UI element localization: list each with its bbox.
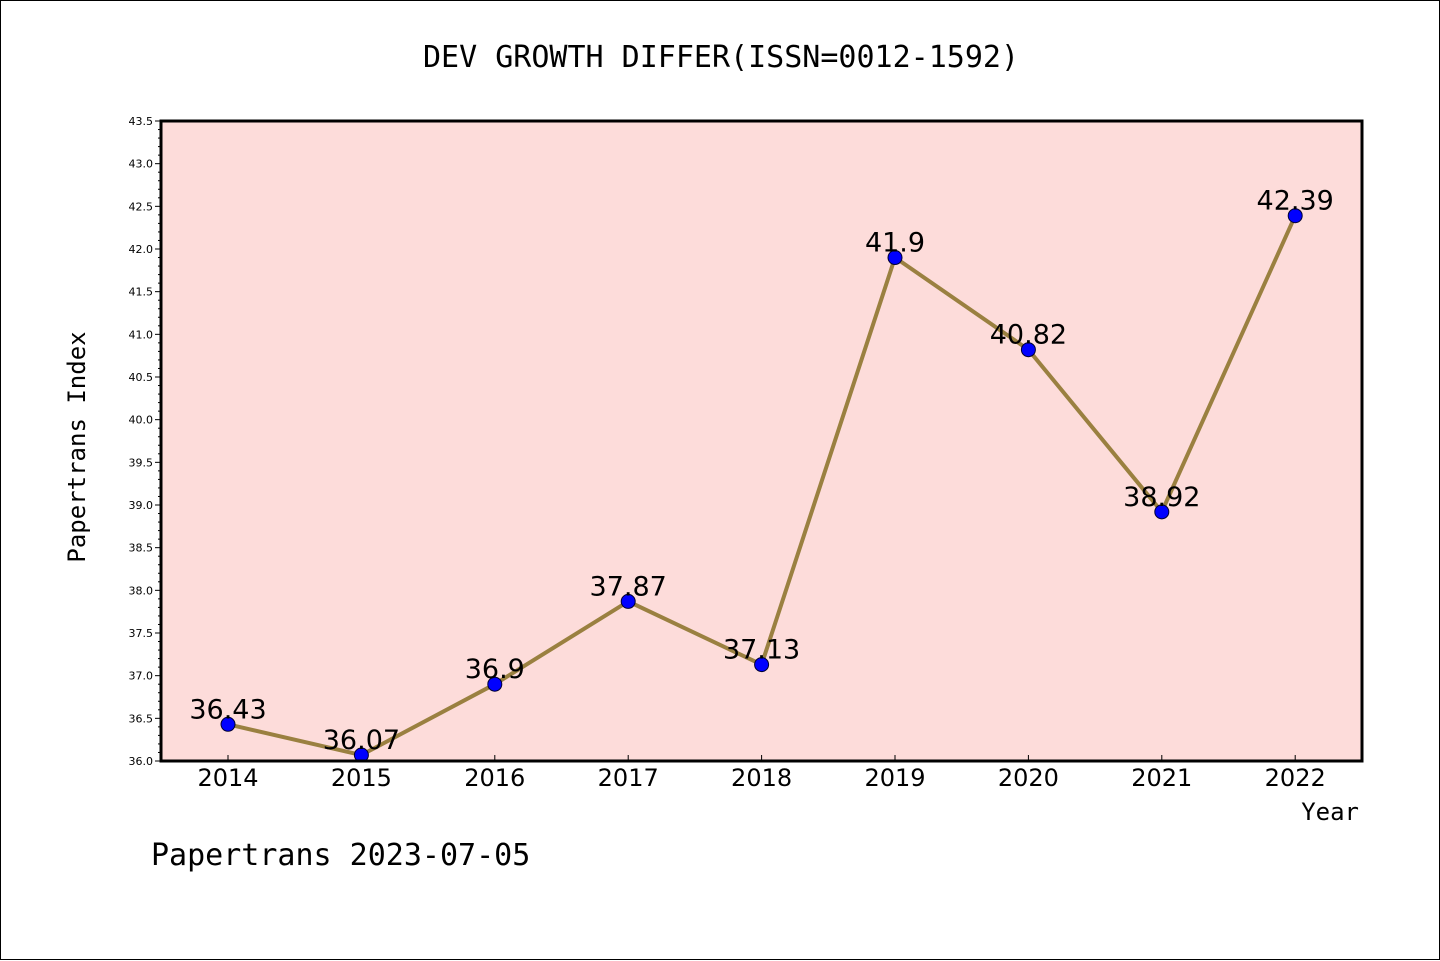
y-tick-label: 36.0 — [129, 755, 154, 768]
y-tick-label: 38.0 — [129, 584, 154, 597]
x-tick-label: 2014 — [197, 764, 258, 792]
data-points — [220, 208, 1303, 763]
y-tick-label: 37.0 — [129, 670, 154, 683]
data-labels: 36.43 36.07 36.9 37.87 37.13 41.9 40.82 38.92 42… — [189, 186, 1333, 756]
data-label-2014: 36.43 — [189, 694, 266, 725]
x-tick-label: 2016 — [464, 764, 525, 792]
x-tick-label: 2021 — [1131, 764, 1192, 792]
x-tick-label: 2019 — [864, 764, 925, 792]
y-tick-label: 39.0 — [129, 499, 154, 512]
data-label-2019: 41.9 — [865, 228, 925, 259]
data-point-2014 — [220, 716, 236, 732]
x-tick-label: 2017 — [598, 764, 659, 792]
data-point-2021 — [1154, 504, 1170, 520]
y-tick-label: 37.5 — [129, 627, 154, 640]
y-axis: 36.0 36.5 37.0 37.5 38.0 38.5 39.0 39.5 40.0 40.5… — [129, 115, 161, 768]
y-tick-label: 40.0 — [129, 414, 154, 427]
data-label-2021: 38.92 — [1123, 482, 1200, 513]
data-point-2020 — [1020, 342, 1036, 358]
y-tick-label: 38.5 — [129, 542, 154, 555]
y-tick-label: 42.0 — [129, 243, 154, 256]
y-tick-label: 43.0 — [129, 158, 154, 171]
data-label-2015: 36.07 — [323, 725, 400, 756]
y-tick-label: 39.5 — [129, 456, 154, 469]
data-label-2022: 42.39 — [1257, 186, 1334, 217]
data-point-2019 — [887, 250, 903, 266]
data-label-2017: 37.87 — [590, 571, 667, 602]
y-tick-label: 41.5 — [129, 286, 154, 299]
data-point-2022 — [1287, 208, 1303, 224]
y-tick-label: 41.0 — [129, 328, 154, 341]
y-tick-label: 43.5 — [129, 115, 154, 128]
x-tick-label: 2018 — [731, 764, 792, 792]
data-point-2016 — [487, 676, 503, 692]
plot-border — [159, 119, 1364, 763]
x-tick-label: 2022 — [1265, 764, 1326, 792]
footer-text: Papertrans 2023-07-05 — [151, 838, 530, 873]
plot-area — [161, 121, 1362, 761]
x-tick-label: 2020 — [998, 764, 1059, 792]
data-label-2016: 36.9 — [465, 654, 525, 685]
data-label-2020: 40.82 — [990, 320, 1067, 351]
y-axis-label: Papertrans Index — [63, 331, 91, 562]
y-tick-label: 42.5 — [129, 200, 154, 213]
y-tick-label: 40.5 — [129, 371, 154, 384]
chart-title: DEV GROWTH DIFFER(ISSN=0012-1592) — [423, 40, 1019, 75]
x-axis-label: Year — [1301, 798, 1359, 826]
y-tick-label: 36.5 — [129, 712, 154, 725]
data-point-2017 — [620, 593, 636, 609]
data-point-2018 — [754, 657, 770, 673]
x-axis: 2014 2015 2016 2017 2018 2019 2020 2021 2022 — [197, 755, 1326, 792]
data-label-2018: 37.13 — [723, 635, 800, 666]
x-tick-label: 2015 — [331, 764, 392, 792]
